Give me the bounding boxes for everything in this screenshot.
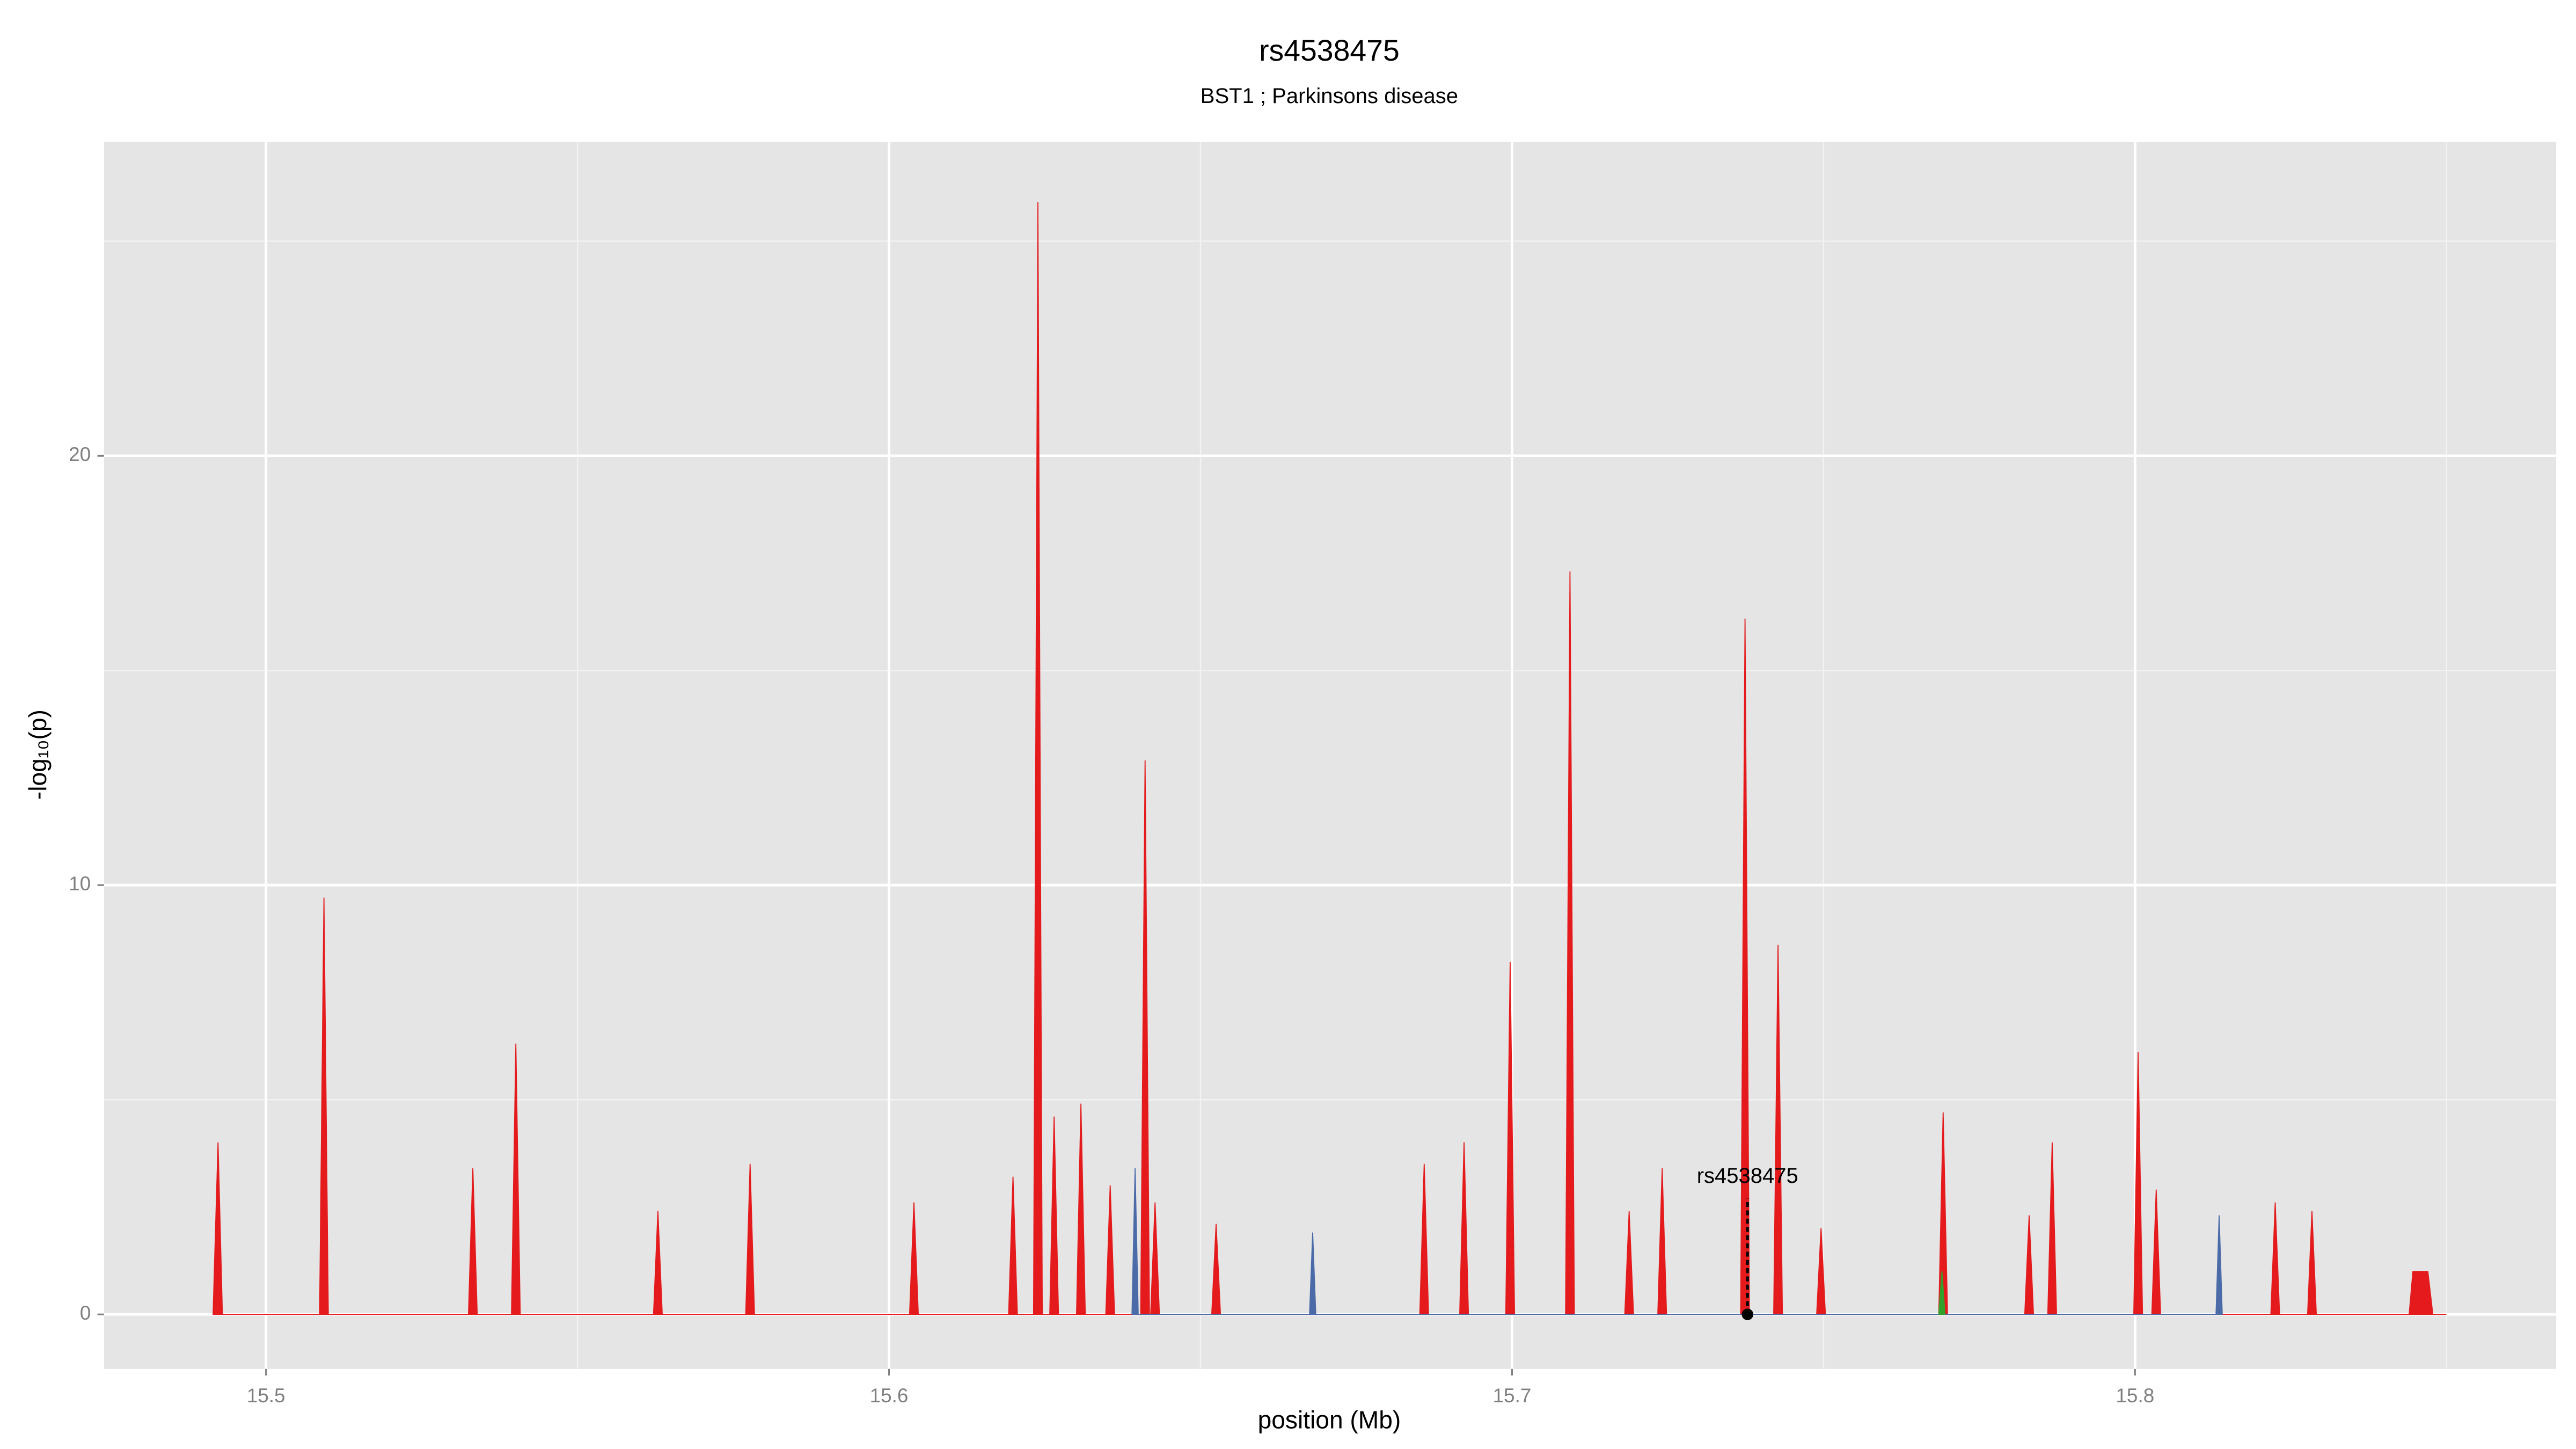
chart-title: rs4538475: [1259, 34, 1400, 67]
x-tick-label: 15.6: [870, 1385, 909, 1407]
chart-subtitle: BST1 ; Parkinsons disease: [1201, 84, 1458, 108]
annotation: rs4538475: [1697, 1164, 1798, 1188]
x-axis-label: position (Mb): [1258, 1406, 1401, 1433]
plot-background: [104, 142, 2557, 1369]
x-tick-label: 15.8: [2116, 1385, 2154, 1407]
x-tick-label: 15.7: [1493, 1385, 1532, 1407]
highlight-point: [1741, 1308, 1754, 1320]
area: [213, 202, 2447, 1315]
area: [1938, 1271, 1946, 1315]
y-tick-label: 20: [69, 443, 91, 465]
y-axis-label: -log₁₀(p): [24, 709, 52, 800]
x-tick-label: 15.5: [247, 1385, 286, 1407]
y-tick-label: 10: [69, 873, 91, 895]
y-tick-label: 0: [80, 1302, 91, 1324]
area: [1131, 1168, 2223, 1315]
